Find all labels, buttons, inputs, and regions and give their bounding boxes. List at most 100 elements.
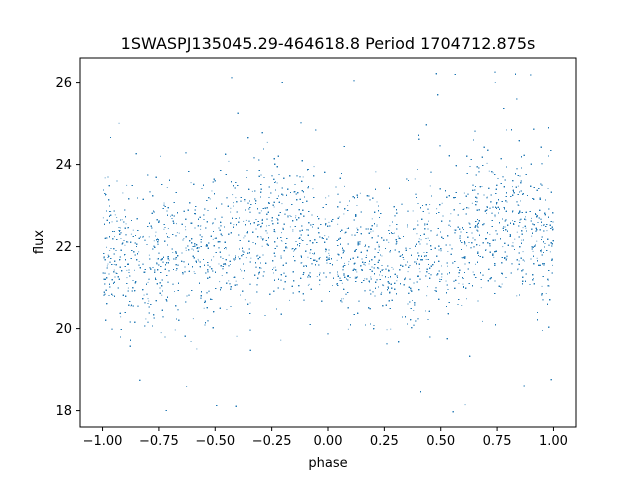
scatter-point [424, 224, 426, 226]
scatter-point [512, 242, 514, 244]
scatter-point [486, 196, 488, 198]
scatter-point [412, 300, 413, 301]
scatter-point [230, 211, 232, 213]
scatter-point [228, 254, 230, 256]
scatter-point [178, 232, 180, 234]
scatter-point [540, 251, 542, 253]
scatter-point [441, 276, 443, 278]
scatter-point [486, 162, 488, 164]
scatter-point [193, 271, 195, 273]
scatter-point [440, 250, 442, 252]
scatter-point [193, 249, 194, 251]
scatter-point [292, 230, 294, 232]
scatter-point [371, 218, 373, 220]
scatter-point [501, 283, 503, 285]
scatter-point [400, 255, 402, 257]
scatter-point [428, 220, 429, 222]
scatter-point [236, 335, 238, 337]
scatter-point [389, 270, 390, 272]
scatter-point [114, 236, 115, 238]
scatter-point [307, 256, 309, 258]
scatter-point [190, 182, 192, 184]
scatter-point [313, 166, 315, 168]
scatter-point [356, 271, 358, 273]
scatter-point [525, 219, 527, 221]
scatter-point [218, 263, 220, 265]
scatter-point [404, 279, 405, 281]
scatter-point [138, 261, 140, 262]
scatter-point [542, 330, 543, 331]
scatter-point [440, 249, 442, 251]
scatter-point [412, 210, 414, 212]
scatter-point [246, 177, 247, 178]
scatter-point [486, 209, 488, 211]
scatter-point [378, 249, 380, 251]
scatter-point [302, 176, 304, 178]
scatter-point [198, 260, 200, 262]
scatter-point [348, 263, 349, 265]
scatter-point [482, 320, 483, 322]
scatter-point [533, 278, 534, 279]
scatter-point [245, 257, 247, 259]
scatter-point [107, 263, 109, 265]
scatter-point [441, 265, 442, 267]
scatter-point [186, 386, 188, 387]
scatter-point [235, 280, 237, 282]
scatter-point [120, 316, 122, 318]
scatter-point [209, 198, 211, 200]
scatter-point [485, 249, 487, 251]
scatter-point [293, 191, 295, 193]
scatter-point [118, 122, 120, 124]
scatter-point [359, 192, 361, 194]
scatter-point [379, 274, 380, 276]
scatter-point [423, 252, 425, 253]
scatter-point [241, 270, 243, 272]
scatter-point [525, 227, 527, 229]
scatter-point [366, 249, 368, 251]
scatter-point [546, 230, 548, 232]
scatter-point [472, 271, 474, 273]
scatter-point [233, 259, 235, 261]
scatter-point [147, 298, 149, 300]
scatter-point [120, 238, 122, 239]
scatter-point [287, 215, 289, 217]
scatter-point [475, 263, 476, 265]
scatter-point [328, 254, 330, 256]
scatter-point [525, 216, 526, 218]
scatter-point [503, 226, 504, 228]
scatter-point [102, 217, 104, 219]
scatter-point [324, 218, 326, 220]
scatter-point [190, 341, 192, 342]
scatter-point [461, 305, 463, 306]
scatter-point [130, 233, 132, 235]
scatter-point [447, 251, 449, 252]
scatter-point [479, 244, 481, 246]
scatter-point [233, 276, 235, 278]
scatter-point [148, 300, 150, 302]
scatter-point [461, 257, 463, 259]
scatter-point [116, 217, 118, 218]
scatter-point [109, 250, 111, 251]
scatter-point [113, 264, 115, 265]
scatter-point [413, 310, 415, 311]
scatter-point [381, 291, 383, 293]
scatter-point [125, 223, 127, 225]
scatter-point [245, 219, 247, 221]
scatter-point [462, 283, 464, 285]
scatter-point [493, 256, 495, 258]
scatter-point [275, 181, 276, 183]
scatter-point [233, 202, 234, 204]
scatter-point [203, 307, 205, 309]
scatter-point [192, 318, 194, 320]
scatter-point [425, 310, 426, 312]
scatter-point [400, 238, 401, 239]
scatter-point [225, 264, 227, 266]
scatter-point [545, 293, 547, 294]
scatter-point [324, 235, 326, 237]
scatter-point [260, 210, 262, 212]
scatter-point [524, 260, 525, 262]
scatter-point [143, 235, 144, 237]
scatter-point [343, 213, 345, 215]
scatter-point [167, 256, 169, 258]
scatter-point [417, 169, 418, 170]
